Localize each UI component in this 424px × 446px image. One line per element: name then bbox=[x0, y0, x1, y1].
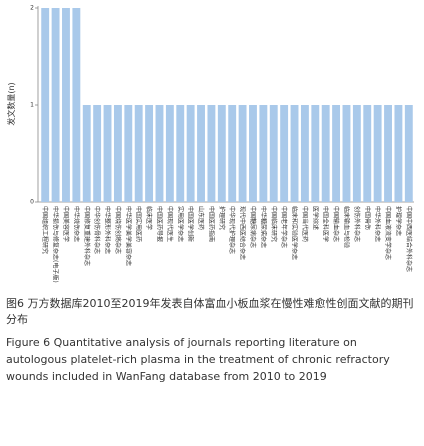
x-tick-label: 医学综述 bbox=[311, 206, 319, 230]
bar bbox=[352, 105, 361, 202]
chart: 发文数量(n) 012中国组织工程研究 中华损伤与修复杂志(电子版) 中国美容医学中… bbox=[6, 5, 414, 283]
x-tick-label: 中国美容医学 bbox=[62, 206, 70, 242]
bar bbox=[228, 105, 237, 202]
x-tick-label: 中国老年学杂志 bbox=[280, 206, 288, 248]
x-tick-label: 中国全科医学 bbox=[322, 206, 330, 242]
bar bbox=[41, 8, 50, 202]
bar bbox=[373, 105, 382, 202]
x-tick-label: 中华烧伤杂志 bbox=[72, 206, 80, 242]
x-tick-label: 中国糖尿病杂志 bbox=[249, 206, 257, 248]
x-tick-label: 中华医学美学美容杂志 bbox=[124, 206, 132, 266]
x-tick-label: 临床医学 bbox=[145, 206, 153, 230]
x-tick-label: 中华损伤与修复杂志(电子版) bbox=[52, 206, 60, 283]
bar bbox=[249, 105, 257, 202]
x-tick-label: 中国输血杂志 bbox=[332, 206, 340, 242]
bar bbox=[404, 105, 413, 202]
caption-zh: 图6 万方数据库2010至2019年发表自体富血小板血浆在慢性难愈性创面文献的期… bbox=[6, 297, 414, 326]
x-tick-label: 中国烧伤创疡杂志 bbox=[114, 206, 122, 254]
x-tick-label: 中华糖尿病杂志 bbox=[259, 206, 267, 248]
bar bbox=[176, 105, 185, 202]
bar bbox=[134, 105, 143, 202]
bar bbox=[113, 105, 122, 202]
x-tick-label: 山东医药 bbox=[197, 206, 205, 230]
x-tick-label: 中国血液流变学杂志 bbox=[384, 206, 392, 260]
bar bbox=[51, 8, 60, 202]
bar bbox=[207, 105, 216, 202]
y-tick-label: 1 bbox=[30, 102, 34, 109]
x-tick-label: 中华整形外科杂志 bbox=[104, 206, 112, 254]
bar bbox=[321, 105, 330, 202]
bar bbox=[165, 105, 174, 202]
bar bbox=[259, 105, 268, 202]
x-tick-label: 中国组织工程研究 bbox=[41, 206, 49, 254]
bar bbox=[145, 105, 154, 202]
x-tick-label: 中华现代护理杂志 bbox=[228, 206, 236, 254]
x-tick-label: 中国现代医生 bbox=[166, 206, 174, 242]
x-tick-label: 中国中西医结合外科杂志 bbox=[405, 206, 413, 272]
bar bbox=[269, 105, 278, 202]
x-tick-label: 实用医学杂志 bbox=[176, 206, 184, 242]
bar bbox=[93, 105, 102, 202]
bar bbox=[62, 8, 70, 202]
bar bbox=[290, 105, 299, 202]
bar bbox=[103, 105, 112, 202]
bar bbox=[197, 105, 205, 202]
x-tick-label: 临床输血与检验 bbox=[342, 206, 350, 248]
x-tick-label: 中国骨伤 bbox=[363, 206, 371, 230]
x-tick-label: 中国临床研究 bbox=[270, 206, 278, 242]
bar bbox=[363, 105, 372, 202]
bar bbox=[280, 105, 289, 202]
bar bbox=[311, 105, 320, 202]
x-tick-label: 中华外科杂志 bbox=[374, 206, 382, 242]
caption-en: Figure 6 Quantitative analysis of journa… bbox=[6, 336, 390, 383]
x-tick-label: 中国医药导报 bbox=[155, 206, 163, 242]
bar bbox=[394, 105, 403, 202]
x-tick-label: 中国实用医药 bbox=[135, 206, 143, 242]
x-tick-label: 创伤外科杂志 bbox=[353, 206, 361, 242]
bar bbox=[124, 105, 133, 202]
bar bbox=[384, 105, 392, 202]
x-tick-label: 中国医药指南 bbox=[207, 206, 215, 242]
bar bbox=[82, 105, 91, 202]
bar bbox=[332, 105, 341, 202]
bar bbox=[342, 105, 351, 202]
y-tick-label: 2 bbox=[30, 5, 34, 12]
x-tick-label: 中国医学创新 bbox=[187, 206, 195, 242]
x-tick-label: 护理研究 bbox=[218, 206, 226, 230]
x-tick-label: 护理学杂志 bbox=[394, 206, 402, 236]
bar bbox=[155, 105, 164, 202]
x-tick-label: 现代中西医结合杂志 bbox=[239, 206, 247, 260]
bar bbox=[217, 105, 226, 202]
bar bbox=[72, 8, 81, 202]
bar bbox=[186, 105, 195, 202]
bar bbox=[238, 105, 247, 202]
y-tick-label: 0 bbox=[30, 199, 34, 206]
x-tick-label: 中国当代医药 bbox=[301, 206, 309, 242]
y-axis-label: 发文数量(n) bbox=[6, 82, 16, 125]
x-tick-label: 中国修复重建外科杂志 bbox=[83, 206, 91, 266]
x-tick-label: 中华创伤骨科杂志 bbox=[93, 206, 101, 254]
bar bbox=[300, 105, 309, 202]
x-tick-label: 临床和实验医学杂志 bbox=[291, 206, 299, 260]
